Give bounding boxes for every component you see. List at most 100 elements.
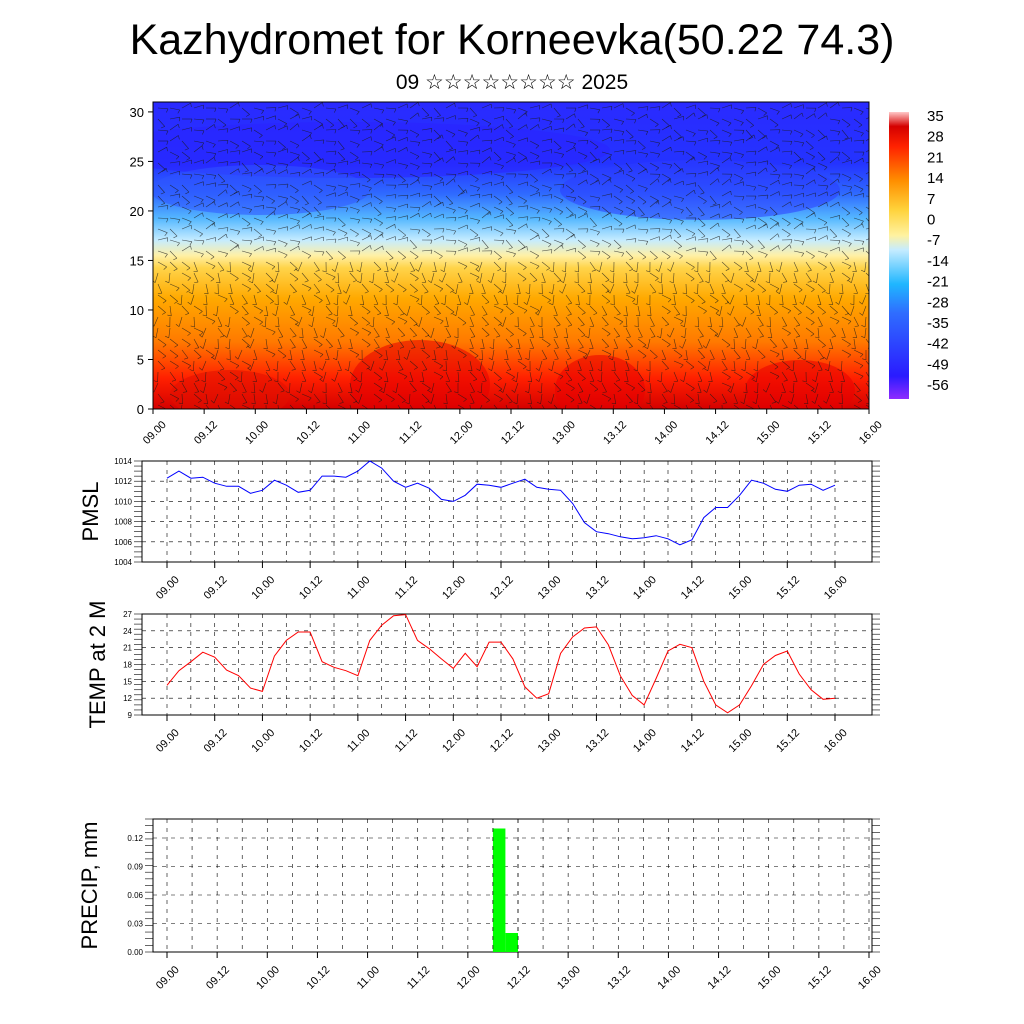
wind-barb-flag — [609, 178, 612, 183]
wind-barb-flag — [214, 201, 216, 206]
wind-barb-flag — [706, 130, 709, 135]
wind-barb-flag — [592, 159, 597, 162]
wind-barb-flag — [701, 301, 706, 304]
wind-barb — [529, 192, 540, 197]
wind-barb — [601, 327, 611, 334]
wind-barb — [481, 316, 489, 325]
wind-barb — [277, 201, 287, 208]
wind-barb — [469, 382, 475, 393]
wind-barb-flag — [797, 356, 802, 360]
wind-barb — [396, 294, 399, 306]
wind-barb — [601, 156, 610, 164]
wind-barb — [757, 239, 765, 248]
wind-barb — [313, 102, 323, 109]
wind-barb-flag — [272, 401, 277, 405]
wind-barb — [757, 349, 766, 358]
wind-barb-flag — [807, 270, 812, 272]
wind-barb-flag — [190, 174, 193, 179]
wind-barb-flag — [752, 379, 757, 383]
wind-barb — [157, 305, 166, 313]
wind-barb — [673, 338, 677, 349]
wind-barb-flag — [224, 324, 229, 328]
wind-barb — [277, 338, 283, 349]
wind-barb — [697, 206, 705, 215]
wind-barb — [169, 184, 179, 191]
wind-barb-flag — [677, 136, 682, 139]
wind-barb-flag — [669, 178, 672, 183]
wind-barb — [757, 107, 767, 114]
wind-barb — [814, 393, 819, 404]
wind-barb — [373, 245, 383, 252]
wind-barb-flag — [837, 131, 841, 136]
wind-barb — [481, 206, 491, 213]
wind-barb — [205, 217, 216, 223]
wind-barb-flag — [393, 175, 397, 180]
wind-barb — [709, 151, 720, 154]
wind-barb — [721, 261, 730, 270]
wind-barb — [229, 239, 239, 246]
wind-barb-flag — [259, 321, 263, 325]
wind-barb — [613, 195, 623, 202]
wind-barb-flag — [693, 270, 698, 273]
wind-barb — [517, 124, 527, 131]
wind-barb-flag — [258, 191, 262, 194]
panel-frame — [141, 460, 873, 563]
wind-barb-flag — [259, 156, 264, 160]
wind-barb — [733, 139, 744, 142]
wind-barb — [455, 283, 459, 294]
wind-barb — [793, 158, 804, 164]
wind-barb-flag — [642, 201, 647, 205]
wind-barb — [637, 360, 639, 372]
wind-barb-flag — [379, 289, 383, 293]
wind-barb-flag — [530, 325, 535, 327]
wind-barb-flag — [847, 343, 851, 347]
wind-barb — [745, 283, 755, 290]
wind-barb — [745, 107, 757, 109]
wind-barb-flag — [655, 278, 659, 282]
wind-barb — [406, 305, 411, 316]
wind-barb — [730, 382, 735, 393]
wind-barb-flag — [194, 347, 199, 349]
wind-barb — [781, 371, 788, 381]
wind-barb-flag — [694, 217, 697, 222]
wind-barb — [793, 129, 804, 135]
wind-barb — [613, 118, 624, 122]
wind-barb-flag — [465, 189, 468, 194]
wind-barb — [865, 206, 869, 210]
wind-barb — [217, 161, 228, 164]
wind-barb-flag — [430, 250, 433, 255]
wind-barb — [685, 206, 693, 215]
wind-barb — [769, 261, 774, 272]
wind-barb — [322, 360, 327, 371]
wind-barb-flag — [166, 130, 169, 135]
wind-barb — [853, 247, 864, 252]
wind-barb-flag — [211, 321, 216, 325]
wind-barb — [325, 107, 337, 110]
wind-barb — [853, 283, 858, 294]
wind-barb-flag — [308, 111, 312, 115]
wind-barb — [157, 228, 168, 233]
wind-barb — [421, 128, 432, 131]
wind-barb — [421, 193, 432, 197]
wind-barb — [493, 239, 505, 241]
wind-barb — [505, 217, 514, 226]
wind-barb-flag — [391, 321, 396, 325]
wind-barb-flag — [379, 201, 383, 205]
wind-barb — [205, 349, 215, 356]
wind-barb-flag — [680, 410, 683, 413]
x-tick-label: 12.12 — [488, 574, 516, 602]
wind-barb-flag — [801, 112, 804, 117]
wind-barb-flag — [514, 157, 516, 162]
wind-barb-flag — [442, 228, 445, 233]
wind-barb — [625, 250, 634, 259]
wind-barb-flag — [751, 279, 755, 283]
wind-barb-flag — [366, 179, 371, 183]
wind-barb-flag — [513, 109, 517, 114]
wind-barb-flag — [315, 270, 320, 272]
wind-barb — [445, 129, 456, 135]
wind-barb-flag — [718, 140, 721, 145]
wind-barb — [661, 272, 663, 284]
wind-barb — [277, 327, 284, 337]
wind-barb — [421, 172, 432, 175]
wind-barb — [541, 118, 552, 122]
